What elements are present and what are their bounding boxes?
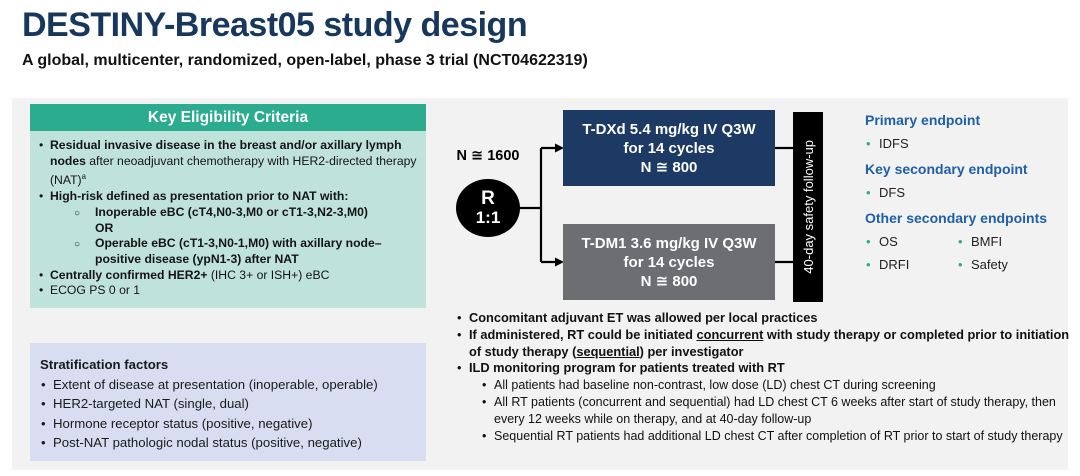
stratification-box: Stratification factors Extent of disease… xyxy=(30,343,426,461)
arm-tdm1-duration: for 14 cycles xyxy=(623,253,715,271)
eligibility-subitem: Inoperable eBC (cT4,N0-3,M0 or cT1-3,N2-… xyxy=(38,205,420,236)
endpoint-item: OS xyxy=(865,234,957,249)
safety-followup-label: 40-day safety follow-up xyxy=(800,140,816,274)
eligibility-item: Residual invasive disease in the breast … xyxy=(38,138,420,189)
stratification-title: Stratification factors xyxy=(40,357,169,372)
endpoint-item: BMFI xyxy=(957,234,1065,249)
arm-tdm1-n: N ≅ 800 xyxy=(640,272,698,290)
endpoint-item: DRFI xyxy=(865,257,957,272)
eligibility-body: Residual invasive disease in the breast … xyxy=(30,131,426,309)
eligibility-subitem: Operable eBC (cT1-3,N0-1,M0) with axilla… xyxy=(38,236,420,267)
endpoint-item: IDFS xyxy=(865,136,1065,151)
page-subtitle: A global, multicenter, randomized, open-… xyxy=(22,52,588,69)
note-subitem: All RT patients (concurrent and sequenti… xyxy=(481,394,1071,428)
randomization-ratio: 1:1 xyxy=(475,208,501,228)
eligibility-item: High-risk defined as presentation prior … xyxy=(38,189,420,205)
arm-tdxd-n: N ≅ 800 xyxy=(640,158,698,176)
arm-tdm1-box: T-DM1 3.6 mg/kg IV Q3W for 14 cycles N ≅… xyxy=(563,224,775,300)
eligibility-header: Key Eligibility Criteria xyxy=(30,104,426,131)
arm-tdm1-regimen: T-DM1 3.6 mg/kg IV Q3W xyxy=(581,234,757,252)
note-item: Concomitant adjuvant ET was allowed per … xyxy=(455,310,1071,327)
randomization-letter: R xyxy=(481,188,495,210)
key-secondary-endpoint-heading: Key secondary endpoint xyxy=(865,161,1028,177)
eligibility-item: Centrally confirmed HER2+ (IHC 3+ or ISH… xyxy=(38,268,420,284)
other-secondary-endpoints-heading: Other secondary endpoints xyxy=(865,210,1048,226)
other-endpoints-grid: OS BMFI DRFI Safety xyxy=(865,226,1065,272)
primary-endpoint-heading: Primary endpoint xyxy=(865,112,981,128)
arm-tdxd-duration: for 14 cycles xyxy=(623,139,715,157)
stratification-item: Extent of disease at presentation (inope… xyxy=(40,375,416,395)
arm-tdxd-regimen: T-DXd 5.4 mg/kg IV Q3W xyxy=(582,120,756,138)
eligibility-subitem-text: Inoperable eBC (cT4,N0-3,M0 or cT1-3,N2-… xyxy=(95,204,368,219)
or-label: OR xyxy=(95,220,114,235)
stratification-item: HER2-targeted NAT (single, dual) xyxy=(40,394,416,414)
endpoint-item: Safety xyxy=(957,257,1065,272)
note-item: If administered, RT could be initiated c… xyxy=(455,327,1071,361)
stratification-item: Post-NAT pathologic nodal status (positi… xyxy=(40,433,416,453)
arm-tdxd-box: T-DXd 5.4 mg/kg IV Q3W for 14 cycles N ≅… xyxy=(563,110,775,186)
note-subitem: All patients had baseline non-contrast, … xyxy=(481,377,1071,394)
stratification-item: Hormone receptor status (positive, negat… xyxy=(40,414,416,434)
note-subitem: Sequential RT patients had additional LD… xyxy=(481,428,1071,445)
study-notes: Concomitant adjuvant ET was allowed per … xyxy=(455,310,1071,444)
note-item: ILD monitoring program for patients trea… xyxy=(455,360,1071,377)
eligibility-item: ECOG PS 0 or 1 xyxy=(38,283,420,299)
safety-followup-bar: 40-day safety follow-up xyxy=(793,112,823,302)
eligibility-box: Key Eligibility Criteria Residual invasi… xyxy=(30,104,426,309)
endpoints-panel: Primary endpoint IDFS Key secondary endp… xyxy=(865,112,1065,272)
randomization-node: R 1:1 xyxy=(456,179,520,237)
page-title: DESTINY-Breast05 study design xyxy=(22,6,528,44)
total-enrollment-label: N ≅ 1600 xyxy=(456,148,520,164)
endpoint-item: DFS xyxy=(865,185,1065,200)
